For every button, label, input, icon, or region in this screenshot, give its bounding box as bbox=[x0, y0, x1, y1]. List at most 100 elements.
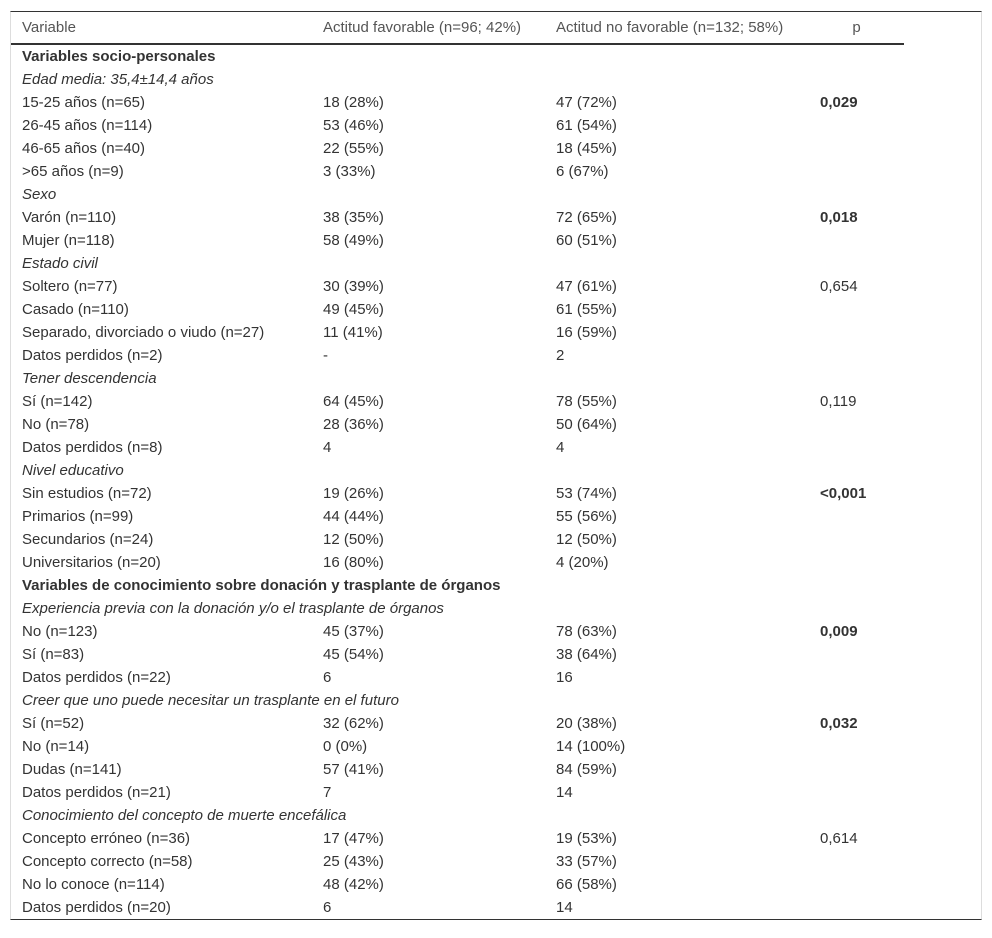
blank-cell bbox=[809, 666, 904, 689]
section-row: Variables socio-personales bbox=[11, 44, 904, 68]
blank-cell bbox=[809, 850, 904, 873]
data-row: Primarios (n=99) 44 (44%) 55 (56%) bbox=[11, 505, 904, 528]
cell: Sí (n=83) bbox=[22, 646, 85, 663]
group-row: Edad media: 35,4±14,4 años bbox=[11, 68, 904, 91]
group-row: Estado civil bbox=[11, 252, 904, 275]
cell: Datos perdidos (n=8) bbox=[22, 439, 163, 456]
cell: No (n=78) bbox=[22, 416, 90, 433]
group-title: Creer que uno puede necesitar un traspla… bbox=[22, 692, 399, 709]
cell: Datos perdidos (n=20) bbox=[22, 899, 171, 916]
cell: 45 (54%) bbox=[323, 646, 384, 663]
cell: 6 bbox=[323, 899, 332, 916]
blank-cell bbox=[809, 229, 904, 252]
cell: 6 bbox=[323, 669, 332, 686]
data-row: Casado (n=110) 49 (45%) 61 (55%) bbox=[11, 298, 904, 321]
cell: 78 (55%) bbox=[556, 393, 617, 410]
cell: 28 (36%) bbox=[323, 416, 384, 433]
cell: 60 (51%) bbox=[556, 232, 617, 249]
cell: 50 (64%) bbox=[556, 416, 617, 433]
group-row: Tener descendencia bbox=[11, 367, 904, 390]
cell: 16 (80%) bbox=[323, 554, 384, 571]
data-row: Soltero (n=77) 30 (39%) 47 (61%) 0,654 bbox=[11, 275, 904, 298]
cell: 64 (45%) bbox=[323, 393, 384, 410]
cell: 47 (61%) bbox=[556, 278, 617, 295]
group-row: Creer que uno puede necesitar un traspla… bbox=[11, 689, 904, 712]
cell: No (n=14) bbox=[22, 738, 90, 755]
cell: 17 (47%) bbox=[323, 830, 384, 847]
cell: Sí (n=142) bbox=[22, 393, 93, 410]
cell: Mujer (n=118) bbox=[22, 232, 115, 249]
group-row: Experiencia previa con la donación y/o e… bbox=[11, 597, 904, 620]
data-row: Datos perdidos (n=8) 4 4 bbox=[11, 436, 904, 459]
cell: 26-45 años (n=114) bbox=[22, 117, 153, 134]
cell: Soltero (n=77) bbox=[22, 278, 118, 295]
cell: No (n=123) bbox=[22, 623, 98, 640]
data-row: No (n=14) 0 (0%) 14 (100%) bbox=[11, 735, 904, 758]
blank-cell bbox=[809, 413, 904, 436]
table-frame: Variable Actitud favorable (n=96; 42%) A… bbox=[10, 11, 982, 920]
blank-cell bbox=[809, 436, 904, 459]
blank-cell bbox=[809, 643, 904, 666]
data-row: >65 años (n=9) 3 (33%) 6 (67%) bbox=[11, 160, 904, 183]
cell: 22 (55%) bbox=[323, 140, 384, 157]
cell: 46-65 años (n=40) bbox=[22, 140, 146, 157]
data-row: Datos perdidos (n=20) 6 14 bbox=[11, 896, 904, 919]
data-row: Dudas (n=141) 57 (41%) 84 (59%) bbox=[11, 758, 904, 781]
cell: 53 (46%) bbox=[323, 117, 384, 134]
group-row: Sexo bbox=[11, 183, 904, 206]
data-row: Sí (n=83) 45 (54%) 38 (64%) bbox=[11, 643, 904, 666]
cell: 14 bbox=[556, 784, 573, 801]
cell: 32 (62%) bbox=[323, 715, 384, 732]
cell: Primarios (n=99) bbox=[22, 508, 134, 525]
table-body: Variables socio-personales Edad media: 35… bbox=[11, 44, 904, 919]
cell: 25 (43%) bbox=[323, 853, 384, 870]
section-title: Variables socio-personales bbox=[22, 48, 216, 65]
data-row: No lo conoce (n=114) 48 (42%) 66 (58%) bbox=[11, 873, 904, 896]
data-row: Varón (n=110) 38 (35%) 72 (65%) 0,018 bbox=[11, 206, 904, 229]
data-row: No (n=123) 45 (37%) 78 (63%) 0,009 bbox=[11, 620, 904, 643]
blank-cell bbox=[809, 505, 904, 528]
cell: 57 (41%) bbox=[323, 761, 384, 778]
cell: 66 (58%) bbox=[556, 876, 617, 893]
cell: 0 (0%) bbox=[323, 738, 368, 755]
p-value: 0,009 bbox=[820, 623, 858, 640]
cell: 55 (56%) bbox=[556, 508, 617, 525]
cell: 12 (50%) bbox=[323, 531, 384, 548]
blank-cell bbox=[809, 873, 904, 896]
cell: 61 (54%) bbox=[556, 117, 617, 134]
p-value: 0,032 bbox=[820, 715, 858, 732]
data-row: 46-65 años (n=40) 22 (55%) 18 (45%) bbox=[11, 137, 904, 160]
group-title: Experiencia previa con la donación y/o e… bbox=[22, 600, 444, 617]
blank-cell bbox=[809, 758, 904, 781]
p-value: 0,654 bbox=[820, 278, 858, 295]
cell: 15-25 años (n=65) bbox=[22, 94, 146, 111]
cell: >65 años (n=9) bbox=[22, 163, 124, 180]
data-row: Separado, divorciado o viudo (n=27) 11 (4… bbox=[11, 321, 904, 344]
cell: 47 (72%) bbox=[556, 94, 617, 111]
p-value: 0,018 bbox=[820, 209, 858, 226]
cell: 38 (64%) bbox=[556, 646, 617, 663]
cell: 19 (53%) bbox=[556, 830, 617, 847]
blank-cell bbox=[809, 896, 904, 919]
cell: Concepto correcto (n=58) bbox=[22, 853, 193, 870]
data-row: 26-45 años (n=114) 53 (46%) 61 (54%) bbox=[11, 114, 904, 137]
p-value: 0,029 bbox=[820, 94, 858, 111]
cell: 78 (63%) bbox=[556, 623, 617, 640]
cell: 53 (74%) bbox=[556, 485, 617, 502]
blank-cell bbox=[809, 114, 904, 137]
header-cell: Actitud favorable (n=96; 42%) bbox=[312, 12, 545, 45]
cell: Sin estudios (n=72) bbox=[22, 485, 152, 502]
blank-cell bbox=[809, 551, 904, 574]
cell: 72 (65%) bbox=[556, 209, 617, 226]
header-cell: Actitud no favorable (n=132; 58%) bbox=[545, 12, 809, 45]
blank-cell bbox=[809, 528, 904, 551]
cell: Varón (n=110) bbox=[22, 209, 117, 226]
cell: 33 (57%) bbox=[556, 853, 617, 870]
blank-cell bbox=[809, 160, 904, 183]
cell: 58 (49%) bbox=[323, 232, 384, 249]
cell: 84 (59%) bbox=[556, 761, 617, 778]
cell: Concepto erróneo (n=36) bbox=[22, 830, 191, 847]
cell: 20 (38%) bbox=[556, 715, 617, 732]
group-title: Conocimiento del concepto de muerte ence… bbox=[22, 807, 347, 824]
